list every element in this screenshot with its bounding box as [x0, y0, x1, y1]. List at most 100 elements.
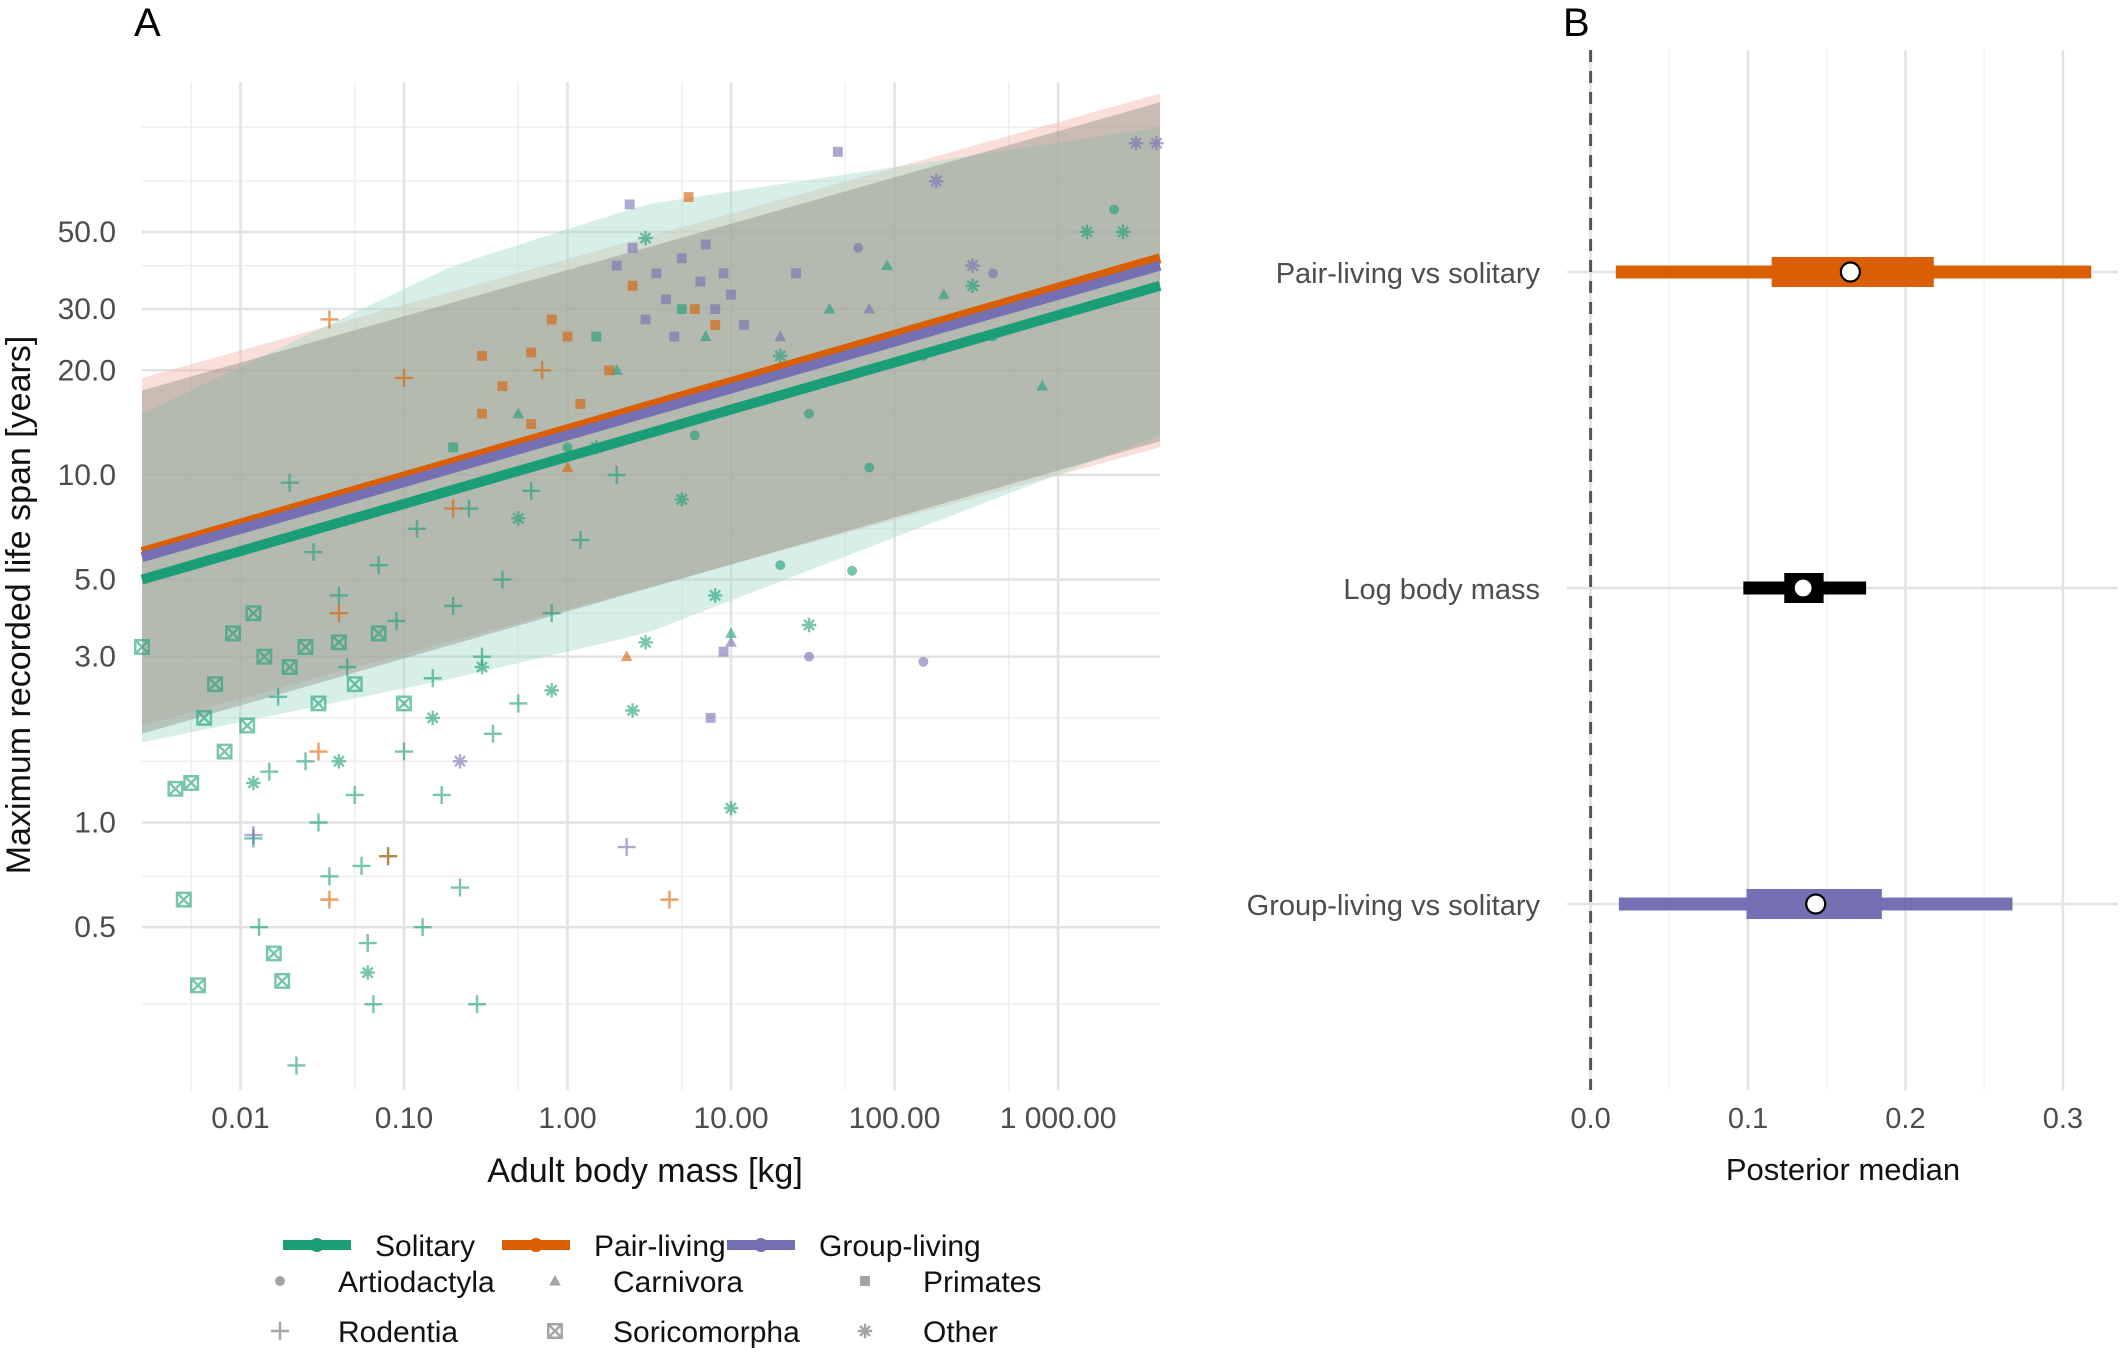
data-point-solitary-soricomorpha: [183, 774, 200, 791]
data-point-solitary-other: [1079, 224, 1095, 240]
data-point-pair-living-primates: [477, 350, 487, 361]
data-point-pair-living-rodentia: [394, 369, 413, 388]
data-point-solitary-artiodactyla: [775, 560, 786, 571]
data-point-solitary-soricomorpha: [274, 973, 291, 989]
fit-line-pair-living: [140, 253, 1162, 557]
data-point-solitary-other: [331, 754, 347, 769]
data-point-pair-living-rodentia: [444, 499, 463, 518]
data-point-group-living-primates: [700, 239, 711, 250]
y-tick-label: 5.0: [74, 564, 116, 597]
data-point-solitary-other: [773, 348, 788, 364]
data-point-group-living-primates: [791, 268, 802, 279]
data-point-pair-living-rodentia: [329, 604, 348, 623]
data-point-group-living-primates: [669, 331, 680, 342]
legend-label-carnivora: Carnivora: [613, 1266, 743, 1299]
data-point-solitary-other: [638, 635, 653, 650]
data-point-group-living-artiodactyla: [988, 268, 998, 279]
median-point-log-body-mass: [1792, 577, 1814, 599]
panel-b-x-ticks: 0.0 0.1 0.2 0.3: [1570, 1103, 2083, 1135]
data-point-solitary-soricomorpha: [225, 625, 241, 642]
data-point-solitary-soricomorpha: [239, 717, 256, 734]
data-point-pair-living-primates: [683, 192, 694, 203]
data-point-solitary-rodentia: [460, 499, 479, 518]
legend-label-pair-living: Pair-living: [594, 1230, 726, 1263]
data-point-group-living-primates: [624, 199, 635, 210]
data-point-solitary-carnivora: [1036, 379, 1049, 391]
legend-label-soricomorpha: Soricomorpha: [613, 1316, 800, 1348]
legend-label-primates: Primates: [923, 1266, 1041, 1299]
data-point-pair-living-primates: [562, 331, 573, 342]
data-point-solitary-rodentia: [260, 762, 279, 781]
data-point-solitary-other: [638, 230, 653, 246]
x-tick-label: 0.3: [2043, 1103, 2083, 1135]
data-point-solitary-rodentia: [509, 694, 528, 713]
panel-a-confidence-bands: [142, 93, 1160, 743]
data-point-pair-living-primates: [477, 408, 487, 419]
data-point-group-living-primates: [676, 253, 687, 264]
data-point-solitary-soricomorpha: [134, 638, 150, 655]
data-point-solitary-rodentia: [352, 856, 371, 875]
data-point-group-living-primates: [705, 712, 716, 723]
data-point-pair-living-primates: [604, 365, 615, 376]
data-point-solitary-artiodactyla: [1109, 204, 1120, 215]
data-point-group-living-rodentia: [617, 838, 636, 857]
data-point-group-living-other: [1149, 136, 1164, 151]
data-point-solitary-other: [511, 511, 526, 526]
data-point-solitary-rodentia: [280, 473, 299, 492]
data-point-solitary-soricomorpha: [310, 695, 327, 712]
data-point-solitary-artiodactyla: [689, 430, 700, 441]
data-point-solitary-soricomorpha: [346, 676, 363, 693]
data-point-solitary-other: [360, 965, 375, 980]
legend-key-dot-pair-living: [529, 1238, 543, 1252]
row-label-group-living-vs-solitary: Group-living vs solitary: [1247, 890, 1541, 922]
median-point-group-living-vs-solitary: [1805, 893, 1827, 915]
data-point-group-living-primates: [651, 268, 662, 279]
data-point-group-living-artiodactyla: [918, 656, 929, 667]
data-point-group-living-primates: [640, 314, 651, 325]
data-point-solitary-carnivora: [725, 627, 737, 638]
data-point-solitary-artiodactyla: [864, 462, 875, 473]
data-point-pair-living-rodentia: [660, 890, 679, 909]
data-point-group-living-carnivora: [863, 302, 876, 314]
y-tick-label: 10.0: [58, 459, 116, 492]
band-group-living: [142, 102, 1160, 734]
data-point-pair-living-primates: [575, 399, 586, 409]
row-label-pair-living-vs-solitary: Pair-living vs solitary: [1276, 258, 1541, 290]
legend-label-group-living: Group-living: [819, 1230, 981, 1263]
x-tick-label: 0.0: [1570, 1103, 1610, 1135]
data-point-solitary-rodentia: [542, 604, 561, 623]
panel-a: A 0.01 0.10 1.00 10.00 100.00 1 000.00 0.5 1.0…: [0, 1, 1164, 1190]
data-point-solitary-rodentia: [493, 570, 512, 589]
data-point-group-living-other: [929, 173, 944, 189]
data-point-solitary-rodentia: [364, 995, 383, 1014]
data-point-solitary-soricomorpha: [175, 891, 192, 908]
data-point-solitary-soricomorpha: [330, 634, 347, 651]
panel-a-x-ticks: 0.01 0.10 1.00 10.00 100.00 1 000.00: [211, 1102, 1116, 1135]
data-point-solitary-rodentia: [320, 867, 339, 886]
data-point-solitary-soricomorpha: [245, 605, 262, 622]
data-point-group-living-primates: [710, 304, 721, 315]
data-point-solitary-rodentia: [250, 918, 269, 937]
legend-key-dot-group-living: [754, 1238, 768, 1252]
legend-label-solitary: Solitary: [375, 1230, 475, 1263]
data-point-solitary-rodentia: [450, 878, 469, 897]
panel-b-x-axis-label: Posterior median: [1726, 1152, 1960, 1187]
legend-key-dot-solitary: [310, 1238, 324, 1252]
data-point-solitary-soricomorpha: [190, 977, 206, 994]
data-point-pair-living-carnivora: [561, 461, 574, 473]
data-point-group-living-other: [965, 258, 980, 273]
panel-a-points: [134, 136, 1164, 1075]
data-point-group-living-primates: [726, 289, 736, 300]
data-point-pair-living-primates: [526, 419, 537, 430]
data-point-solitary-artiodactyla: [847, 565, 858, 576]
data-point-solitary-rodentia: [468, 995, 487, 1014]
data-point-group-living-artiodactyla: [804, 651, 815, 662]
x-tick-label: 0.01: [211, 1102, 269, 1135]
data-point-pair-living-rodentia: [533, 361, 552, 380]
data-point-solitary-primates: [591, 331, 602, 342]
data-point-solitary-soricomorpha: [207, 676, 224, 693]
panel-b-row-labels: Pair-living vs solitary Log body mass Grou…: [1247, 258, 1541, 922]
row-label-log-body-mass: Log body mass: [1343, 574, 1540, 606]
data-point-solitary-other: [723, 800, 739, 816]
